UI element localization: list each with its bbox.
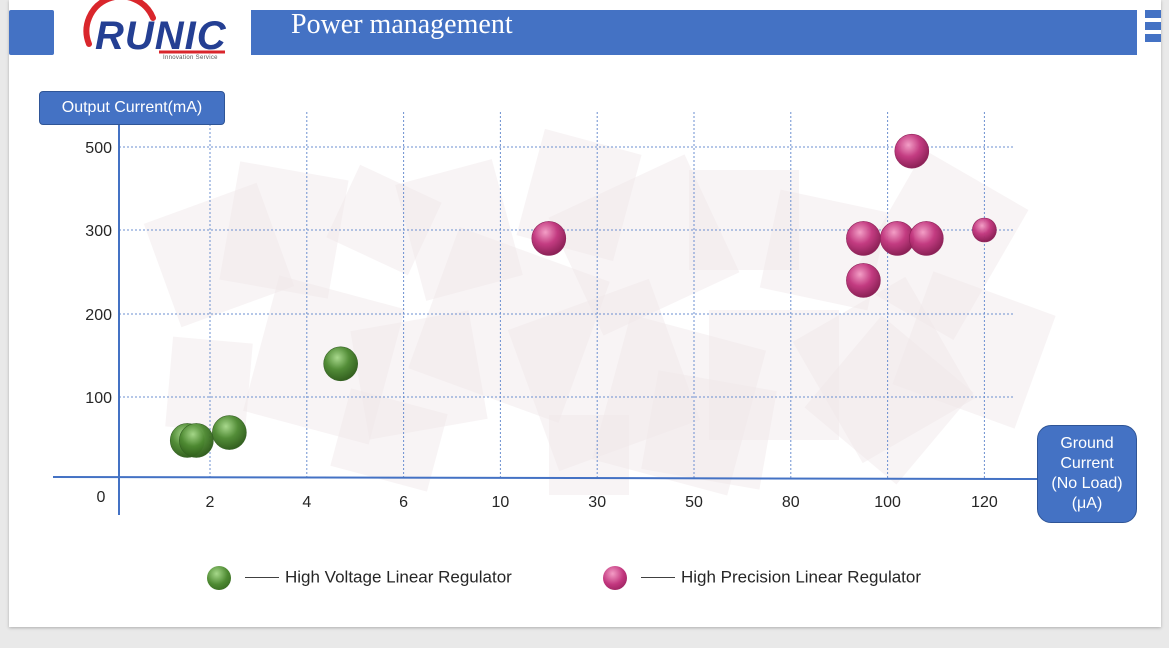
legend-marker-magenta [603, 565, 627, 590]
background-square [709, 310, 839, 440]
logo-wordmark: RUNIC [95, 14, 227, 58]
background-square [143, 182, 295, 328]
page-title: Power management [291, 9, 513, 40]
x-axis-label-line: (μA) [1071, 495, 1103, 512]
legend-label: High Voltage Linear Regulator [285, 567, 512, 587]
data-point-high-precision [846, 221, 881, 256]
x-axis-label-line: Ground [1060, 435, 1114, 452]
legend-dash [245, 577, 279, 579]
y-axis-label: Output Current(mA) [39, 91, 225, 125]
slide-side-handle [1145, 10, 1161, 55]
y-tick-label: 100 [85, 390, 112, 407]
x-tick-label: 100 [874, 494, 901, 511]
chart-points [169, 133, 997, 458]
data-point-high-voltage [179, 423, 214, 458]
data-point-high-precision [972, 217, 997, 243]
background-square [892, 271, 1056, 429]
logo-arc-icon [83, 0, 225, 54]
slide: RUNIC Innovation Service Power managemen… [9, 0, 1161, 627]
y-tick-label: 200 [85, 307, 112, 324]
chart-axes [52, 123, 1038, 515]
data-point-high-precision [894, 133, 930, 169]
chart-gridlines [119, 112, 1015, 478]
x-tick-label: 50 [685, 494, 703, 511]
header-accent-bar [9, 10, 54, 55]
legend-marker-green [207, 565, 231, 590]
legend-item-high-precision: High Precision Linear Regulator [603, 565, 922, 590]
background-square [804, 315, 974, 485]
data-point-high-precision [846, 263, 881, 298]
background-square [165, 336, 253, 434]
x-axis-label: Ground Current (No Load) (μA) [1037, 425, 1137, 523]
data-point-high-precision [909, 221, 944, 256]
y-tick-label: 0 [97, 489, 106, 506]
background-square [548, 154, 740, 336]
data-point-high-precision [531, 221, 567, 256]
background-square [591, 314, 767, 496]
x-axis-label-line: (No Load) [1051, 475, 1123, 492]
x-tick-label: 2 [206, 494, 215, 511]
scatter-chart: 2 4 6 10 30 50 80 100 120 0 100 200 300 500 [52, 112, 1056, 515]
background-square [350, 310, 488, 440]
x-tick-label: 120 [971, 494, 998, 511]
legend-dash [641, 577, 675, 579]
title-bar: Power management [251, 10, 1137, 55]
runic-logo: RUNIC Innovation Service [75, 0, 235, 64]
y-tick-label: 300 [85, 223, 112, 240]
background-square [792, 276, 976, 464]
background-square [507, 278, 701, 472]
x-tick-label: 6 [399, 494, 408, 511]
background-square [689, 170, 799, 270]
background-square [549, 415, 629, 495]
data-point-high-voltage [212, 415, 247, 450]
background-square [641, 370, 777, 490]
x-axis-line [52, 476, 1038, 480]
background-square [330, 388, 448, 492]
x-tick-label: 80 [782, 494, 800, 511]
legend-label: High Precision Linear Regulator [681, 567, 922, 587]
legend-item-high-voltage: High Voltage Linear Regulator [207, 565, 512, 590]
background-pattern [143, 128, 1056, 496]
data-point-high-voltage [323, 346, 358, 382]
x-tick-label: 4 [302, 494, 311, 511]
logo-tagline: Innovation Service [163, 55, 218, 61]
background-square [408, 227, 610, 423]
x-axis-label-line: Current [1060, 455, 1114, 472]
chart-tick-labels: 2 4 6 10 30 50 80 100 120 0 100 200 300 500 [85, 140, 998, 511]
background-square [326, 164, 442, 276]
y-tick-label: 500 [85, 140, 112, 157]
x-tick-label: 30 [588, 494, 606, 511]
x-tick-label: 10 [492, 494, 510, 511]
